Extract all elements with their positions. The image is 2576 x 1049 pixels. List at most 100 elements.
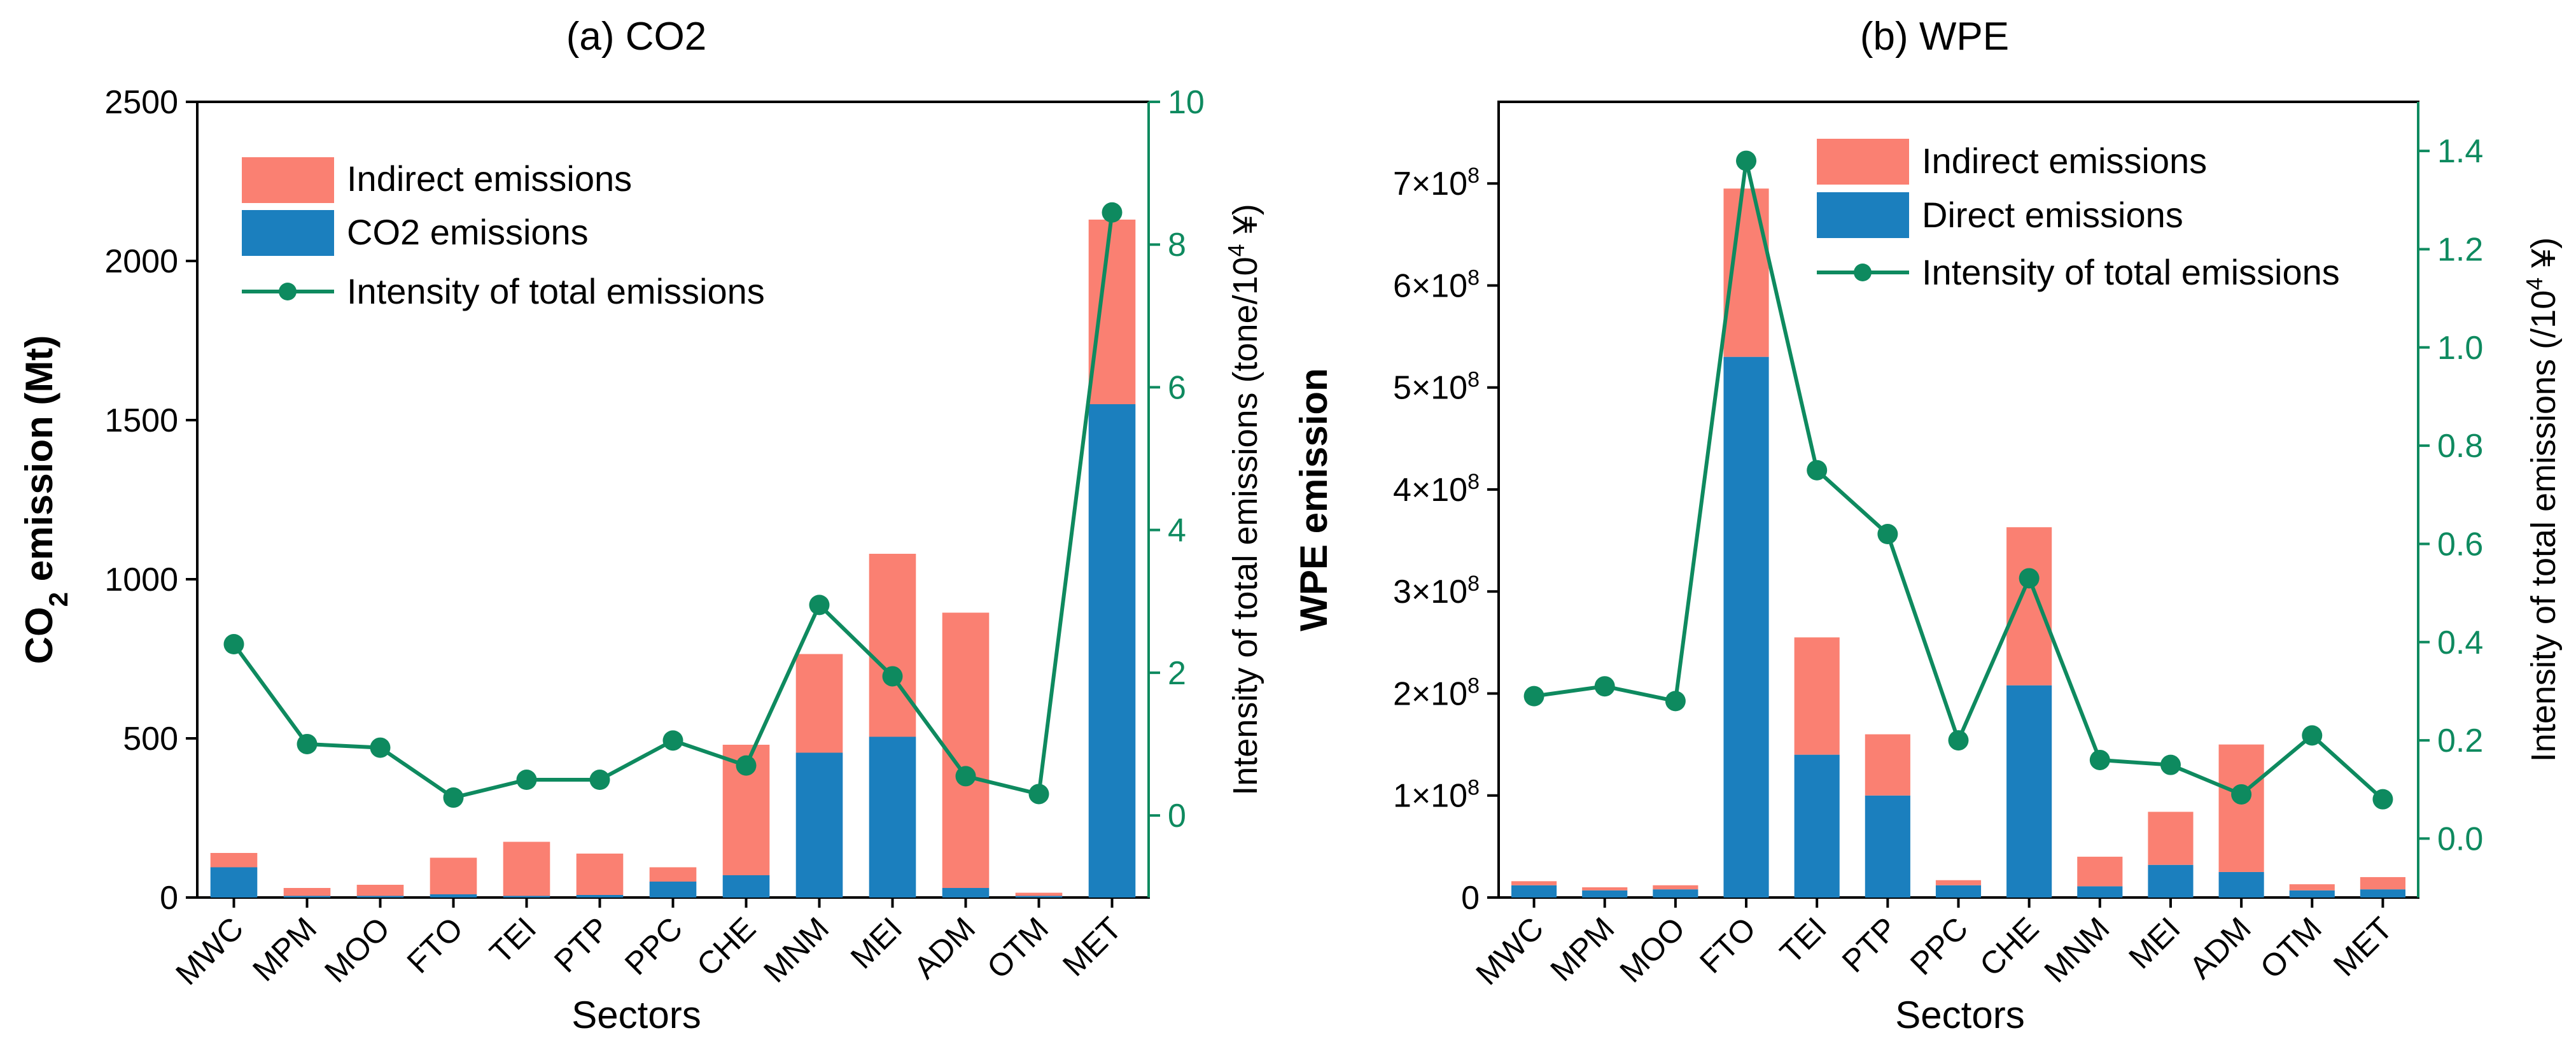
bar-direct-mwc: [1511, 885, 1557, 898]
panel-b-title: (b) WPE: [1860, 15, 2009, 59]
legend-label-indirect: Indirect emissions: [1922, 141, 2207, 181]
x-tick-label-che: CHE: [690, 910, 762, 983]
bar-indirect-ppc: [1935, 880, 1982, 885]
legend-label-direct: Direct emissions: [1922, 195, 2183, 235]
x-tick-label-met: MET: [1056, 910, 1128, 983]
bar-direct-met: [2360, 889, 2405, 898]
x-tick-label-ptp: PTP: [547, 910, 616, 979]
bar-indirect-moo: [356, 885, 404, 896]
bar-indirect-fto: [430, 857, 477, 894]
y2-tick-label: 0.4: [2437, 624, 2483, 661]
y2-tick-label: 0.2: [2437, 722, 2483, 759]
x-tick-label-moo: MOO: [318, 910, 396, 989]
bar-indirect-ppc: [649, 867, 697, 882]
y-tick-label: 0: [160, 880, 178, 917]
y2-tick-label: 8: [1168, 227, 1186, 264]
legend-swatch-direct: [1817, 192, 1909, 238]
y-tick-label: 3×108: [1393, 572, 1480, 610]
y2-tick-label: 10: [1168, 84, 1205, 121]
x-tick-label-mei: MEI: [844, 910, 909, 975]
legend-label-indirect: Indirect emissions: [347, 158, 632, 199]
bar-indirect-mwc: [210, 853, 258, 868]
panel-b-y-axis-label: WPE emission: [1292, 368, 1335, 631]
bar-direct-che: [2006, 685, 2052, 898]
legend-label-intensity: Intensity of total emissions: [347, 271, 765, 311]
panel-a-title: (a) CO2: [566, 15, 706, 59]
bar-direct-moo: [1653, 889, 1698, 898]
y-tick-label: 2000: [104, 243, 178, 280]
legend-swatch-indirect: [1817, 139, 1909, 185]
intensity-point-ptp: [1877, 524, 1898, 545]
bar-indirect-mnm: [2077, 856, 2123, 887]
bar-indirect-tei: [1794, 637, 1840, 755]
intensity-point-mnm: [809, 595, 830, 616]
y-tick-label: 1500: [104, 402, 178, 439]
y-tick-label: 2×108: [1393, 673, 1480, 712]
intensity-point-met: [2372, 789, 2393, 810]
bar-direct-ptp: [1865, 795, 1910, 898]
panel-b-wpe: (b) WPE 0 1×108 2×108 3×108 4×108 5×108 6×108 7…: [1292, 15, 2563, 1036]
x-tick-label-fto: FTO: [1693, 910, 1763, 980]
bar-indirect-tei: [503, 841, 550, 896]
intensity-point-otm: [2302, 725, 2323, 746]
x-tick-label-otm: OTM: [2253, 910, 2328, 985]
x-tick-label-tei: TEI: [1773, 910, 1833, 971]
y2-tick-label: 1.2: [2437, 231, 2483, 268]
y2-tick-label: 0.8: [2437, 428, 2483, 465]
bar-indirect-mwc: [1511, 881, 1557, 885]
y2-tick-label: 6: [1168, 369, 1186, 406]
x-tick-label-moo: MOO: [1613, 910, 1692, 989]
bar-indirect-ptp: [1865, 734, 1910, 796]
bar-indirect-moo: [1653, 885, 1698, 890]
x-tick-label-adm: ADM: [2183, 910, 2258, 985]
intensity-point-mwc: [1523, 686, 1544, 707]
bar-direct-mwc: [210, 867, 258, 898]
panel-b-x-axis-label: Sectors: [1895, 994, 2024, 1036]
y-tick-label: 1000: [104, 561, 178, 598]
legend-swatch-intensity-marker: [1854, 264, 1872, 281]
panel-b-y2-ticks: 0.0 0.2 0.4 0.6 0.8 1.0 1.2 1.4: [2418, 133, 2483, 857]
intensity-point-ppc: [1948, 730, 1969, 751]
panel-a-legend: Indirect emissions CO2 emissions Intensi…: [242, 157, 765, 311]
x-tick-label-ppc: PPC: [1903, 910, 1975, 982]
bar-direct-mpm: [283, 896, 331, 898]
y-tick-label: 0: [1461, 880, 1480, 917]
intensity-point-mpm: [297, 733, 318, 754]
intensity-point-fto: [443, 787, 464, 808]
x-tick-label-mpm: MPM: [1543, 910, 1621, 988]
y2-tick-label: 0.0: [2437, 820, 2483, 857]
bar-direct-ppc: [649, 882, 697, 898]
bar-direct-mei: [869, 736, 916, 898]
panel-a-bars: [210, 220, 1136, 898]
intensity-point-ppc: [662, 730, 683, 751]
bar-direct-mpm: [1582, 890, 1628, 898]
bar-indirect-otm: [1015, 892, 1063, 896]
x-tick-label-mnm: MNM: [2038, 910, 2117, 989]
bar-indirect-adm: [2218, 744, 2264, 872]
bar-direct-moo: [356, 896, 404, 898]
legend-label-direct: CO2 emissions: [347, 212, 589, 252]
bar-indirect-mpm: [1582, 887, 1628, 891]
panel-a-x-axis-label: Sectors: [571, 994, 701, 1036]
intensity-point-mpm: [1594, 676, 1615, 697]
x-tick-label-che: CHE: [1973, 910, 2045, 983]
y-tick-label: 6×108: [1393, 265, 1480, 304]
panel-b-intensity-line: [1523, 150, 2393, 810]
x-tick-label-tei: TEI: [483, 910, 543, 971]
panel-a-y-axis-label: CO2 emission (Mt): [18, 335, 73, 665]
bar-indirect-otm: [2289, 884, 2335, 891]
x-tick-label-met: MET: [2327, 910, 2399, 983]
bar-direct-mnm: [2077, 886, 2123, 898]
bar-indirect-ptp: [576, 854, 624, 895]
intensity-point-otm: [1028, 784, 1049, 805]
intensity-point-ptp: [589, 770, 610, 791]
bar-direct-fto: [430, 894, 477, 898]
y2-tick-label: 4: [1168, 512, 1186, 549]
bar-indirect-met: [1088, 220, 1136, 404]
panel-a-intensity-line: [223, 202, 1123, 808]
y-tick-label: 5×108: [1393, 368, 1480, 407]
y-tick-label: 500: [123, 721, 178, 757]
bar-indirect-mei: [869, 554, 916, 737]
